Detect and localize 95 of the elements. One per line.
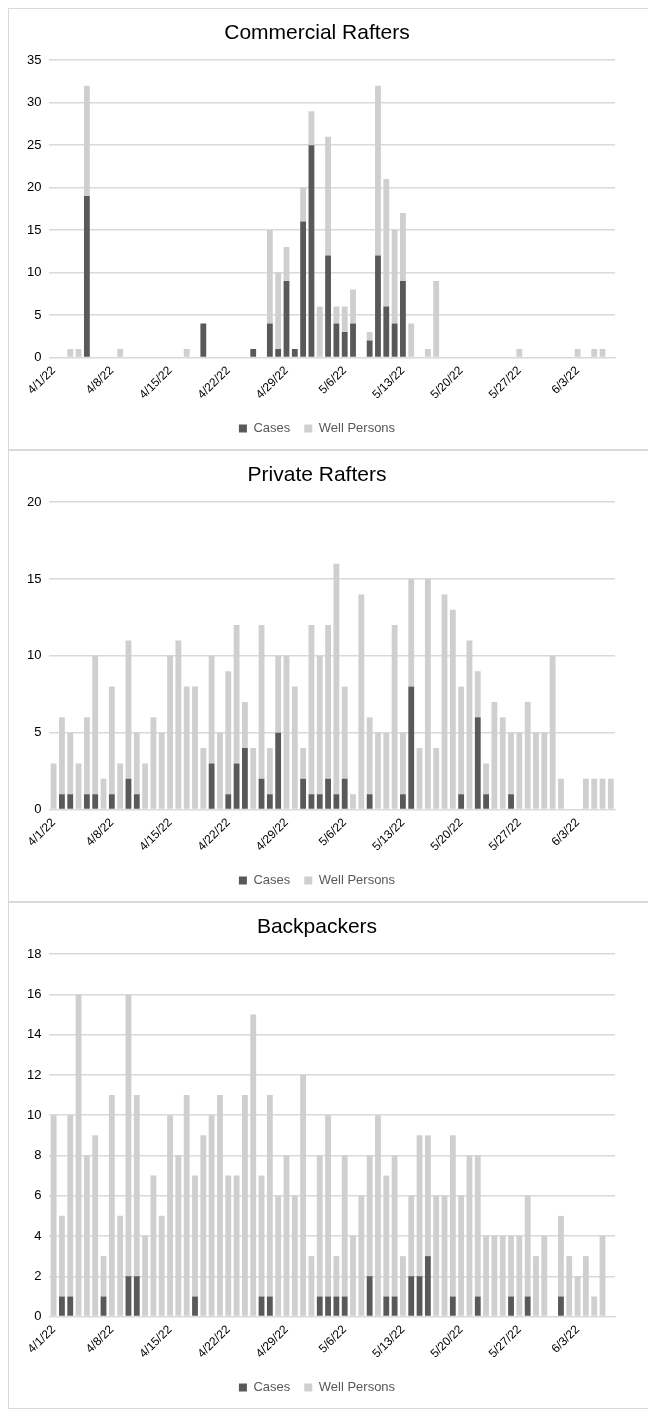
bar xyxy=(483,763,489,795)
y-tick-label: 10 xyxy=(26,264,42,280)
bar xyxy=(375,255,381,357)
y-tick-label: 5 xyxy=(34,306,42,322)
bar xyxy=(383,1296,390,1316)
bar xyxy=(474,671,481,718)
y-tick-label: 20 xyxy=(26,493,42,509)
bar xyxy=(59,1296,65,1316)
bar xyxy=(316,794,323,809)
bar xyxy=(483,794,489,809)
y-tick-label: 25 xyxy=(26,136,42,152)
bar xyxy=(383,306,390,357)
y-tick-label: 16 xyxy=(26,986,42,1002)
bar xyxy=(474,1296,481,1316)
bar xyxy=(241,748,248,809)
bar xyxy=(408,1276,415,1316)
legend-label: Cases xyxy=(253,420,291,436)
bar xyxy=(208,763,215,809)
bar xyxy=(275,349,282,357)
bar xyxy=(108,794,115,809)
bar xyxy=(558,1296,564,1316)
bar xyxy=(266,748,273,795)
bar xyxy=(325,1296,331,1316)
legend-label: Cases xyxy=(253,872,291,888)
legend-label: Well Persons xyxy=(318,1379,396,1395)
y-tick-label: 18 xyxy=(26,945,42,961)
bar xyxy=(275,732,282,809)
bar xyxy=(408,686,415,809)
bar xyxy=(266,1296,273,1316)
y-tick-label: 8 xyxy=(34,1147,42,1163)
bar xyxy=(325,778,331,809)
chart-title: Private Rafters xyxy=(247,462,387,486)
bar xyxy=(300,748,307,779)
bar xyxy=(316,1296,323,1316)
bar xyxy=(366,1276,373,1316)
bar xyxy=(192,1296,198,1316)
bar xyxy=(424,1256,431,1316)
y-tick-label: 10 xyxy=(26,647,42,663)
y-tick-label: 5 xyxy=(34,724,42,740)
bar xyxy=(524,1296,531,1316)
bar xyxy=(391,1296,398,1316)
bar xyxy=(341,332,348,357)
bar xyxy=(508,794,514,809)
y-tick-label: 15 xyxy=(26,570,42,586)
bar xyxy=(200,323,207,357)
legend-label: Well Persons xyxy=(318,872,396,888)
y-tick-label: 2 xyxy=(34,1267,42,1283)
chart-title: Commercial Rafters xyxy=(224,20,410,44)
bar xyxy=(266,323,273,357)
bar xyxy=(67,794,74,809)
bar xyxy=(449,1296,456,1316)
y-tick-label: 0 xyxy=(34,349,42,365)
bar xyxy=(366,340,373,357)
bar xyxy=(400,794,406,809)
bar xyxy=(133,1276,140,1316)
bar xyxy=(83,196,90,357)
bar xyxy=(366,794,373,809)
bar xyxy=(59,794,65,809)
bar xyxy=(300,221,307,357)
y-tick-label: 10 xyxy=(26,1106,42,1122)
legend-label: Well Persons xyxy=(318,420,396,436)
chart-title: Backpackers xyxy=(256,914,378,938)
bar xyxy=(133,794,140,809)
y-tick-label: 14 xyxy=(26,1026,42,1042)
y-tick-label: 0 xyxy=(34,1308,42,1324)
bar xyxy=(291,349,298,357)
bar xyxy=(92,794,99,809)
y-tick-label: 30 xyxy=(26,94,42,110)
y-tick-label: 4 xyxy=(34,1227,42,1243)
bar xyxy=(400,281,406,357)
bar xyxy=(225,794,232,809)
bar xyxy=(341,1296,348,1316)
bar xyxy=(83,794,90,809)
bar xyxy=(300,778,307,809)
bar xyxy=(391,323,398,357)
y-tick-label: 20 xyxy=(26,179,42,195)
bar xyxy=(67,1296,74,1316)
bar xyxy=(341,778,348,809)
legend-label: Cases xyxy=(253,1379,291,1395)
bar xyxy=(250,349,257,357)
bar xyxy=(366,332,373,341)
bar xyxy=(266,794,273,809)
y-tick-label: 12 xyxy=(26,1066,42,1082)
bar xyxy=(458,794,465,809)
bar xyxy=(474,717,481,809)
bar xyxy=(350,323,356,357)
y-tick-label: 35 xyxy=(26,51,42,67)
bar xyxy=(508,1296,514,1316)
bar xyxy=(325,255,331,357)
bar xyxy=(333,1296,340,1316)
bar xyxy=(333,323,340,357)
bar xyxy=(333,794,340,809)
y-tick-label: 6 xyxy=(34,1187,42,1203)
y-tick-label: 15 xyxy=(26,221,42,237)
y-tick-label: 0 xyxy=(34,801,42,817)
